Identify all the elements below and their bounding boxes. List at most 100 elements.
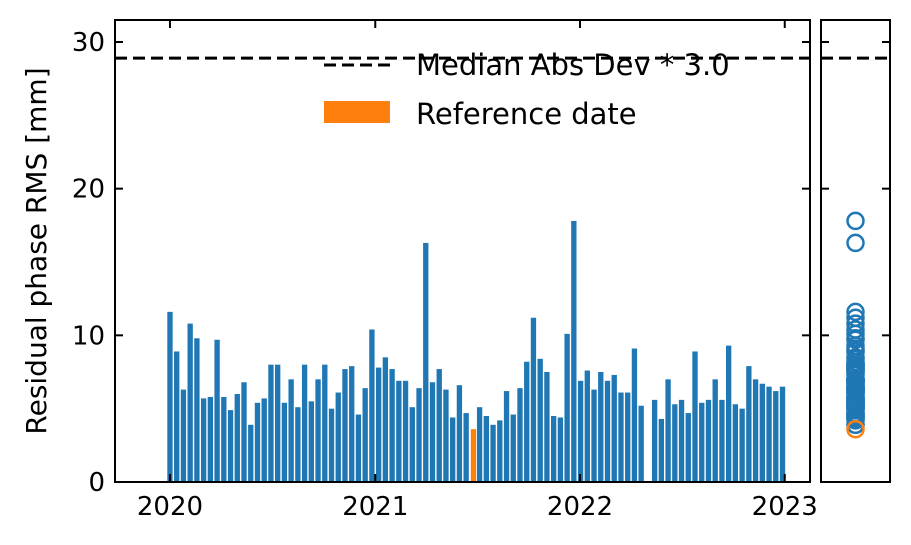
bar: [180, 389, 187, 482]
bar: [234, 394, 240, 482]
bar: [638, 405, 644, 482]
main-plot: 0 10 20 30 2020 2021 2022 2023: [72, 19, 818, 522]
bar: [187, 323, 193, 482]
bar: [759, 383, 765, 482]
bar: [375, 367, 382, 482]
side-point: [846, 356, 865, 376]
bar: [591, 389, 597, 482]
bar: [550, 416, 557, 482]
bar: [577, 380, 584, 482]
side-axes-frame: [820, 19, 891, 483]
y-ticks: 0 10 20 30: [72, 28, 810, 498]
side-point: [846, 324, 865, 344]
bar: [355, 414, 362, 482]
y-tick-label: 10: [72, 321, 105, 351]
bar: [248, 424, 254, 482]
x-tick-label: 2022: [547, 492, 613, 522]
side-y-ticks: [821, 41, 890, 483]
bar: [342, 369, 348, 482]
bar: [335, 392, 341, 482]
bar: [328, 408, 335, 482]
bar: [705, 399, 712, 482]
bar: [261, 398, 267, 482]
bar: [301, 364, 308, 482]
side-point: [846, 233, 865, 253]
bar: [288, 379, 294, 482]
bar: [497, 420, 503, 482]
bar: [604, 380, 611, 482]
bar: [571, 220, 577, 482]
bar: [450, 417, 456, 482]
bar: [167, 311, 173, 482]
bar: [456, 385, 463, 482]
bar: [665, 379, 671, 482]
bar: [719, 399, 725, 482]
bar: [295, 407, 301, 482]
bar: [476, 407, 483, 482]
side-point: [846, 377, 865, 396]
bar: [752, 379, 759, 482]
bar: [685, 413, 691, 482]
bar: [429, 382, 436, 482]
side-reference-point: [846, 419, 865, 439]
bar: [490, 424, 496, 482]
y-tick-label: 0: [88, 468, 105, 498]
bar: [699, 402, 705, 482]
bar: [524, 361, 530, 482]
bar: [672, 404, 678, 482]
bar: [692, 351, 698, 482]
bar: [517, 388, 523, 482]
bar: [463, 413, 469, 482]
bar: [584, 370, 590, 482]
side-point: [846, 336, 865, 355]
x-ticks: 2020 2021 2022 2023: [137, 20, 818, 522]
bar: [214, 339, 220, 482]
bar: [409, 407, 415, 482]
bar: [416, 388, 422, 482]
bar: [389, 369, 395, 482]
bar: [362, 388, 368, 482]
side-point: [846, 302, 865, 322]
bar: [369, 329, 375, 482]
bar: [207, 396, 214, 482]
bar: [746, 366, 752, 482]
bar: [779, 386, 786, 482]
bar: [221, 396, 227, 482]
bar: [732, 404, 739, 482]
bar: [712, 379, 718, 482]
bar: [557, 417, 564, 482]
y-tick-label: 30: [72, 28, 105, 58]
bar: [678, 399, 685, 482]
bar: [625, 392, 631, 482]
bar: [530, 317, 537, 482]
bar: [631, 348, 638, 482]
x-tick-label: 2020: [137, 492, 203, 522]
bar: [598, 372, 604, 482]
y-tick-label: 20: [72, 175, 105, 205]
bar: [611, 374, 617, 482]
bar: [739, 408, 745, 482]
legend-reference-swatch: [324, 101, 390, 123]
bar: [436, 369, 442, 482]
bar: [254, 402, 261, 482]
bar: [544, 372, 550, 482]
bar: [725, 345, 732, 482]
bar: [174, 351, 180, 482]
bar: [658, 418, 665, 482]
bar: [194, 338, 200, 482]
bar: [275, 364, 281, 482]
bar: [773, 391, 779, 482]
bar: [396, 380, 402, 482]
bar: [200, 398, 207, 482]
bar: [227, 410, 234, 482]
x-tick-label: 2021: [342, 492, 408, 522]
side-point: [846, 211, 865, 231]
x-tick-label: 2023: [752, 492, 818, 522]
bars-group: [167, 220, 786, 482]
bar: [402, 380, 409, 482]
bar: [349, 366, 355, 482]
main-axes-frame: [114, 19, 811, 483]
bar: [503, 391, 510, 482]
legend-threshold-label: Median Abs Dev * 3.0: [416, 48, 730, 82]
